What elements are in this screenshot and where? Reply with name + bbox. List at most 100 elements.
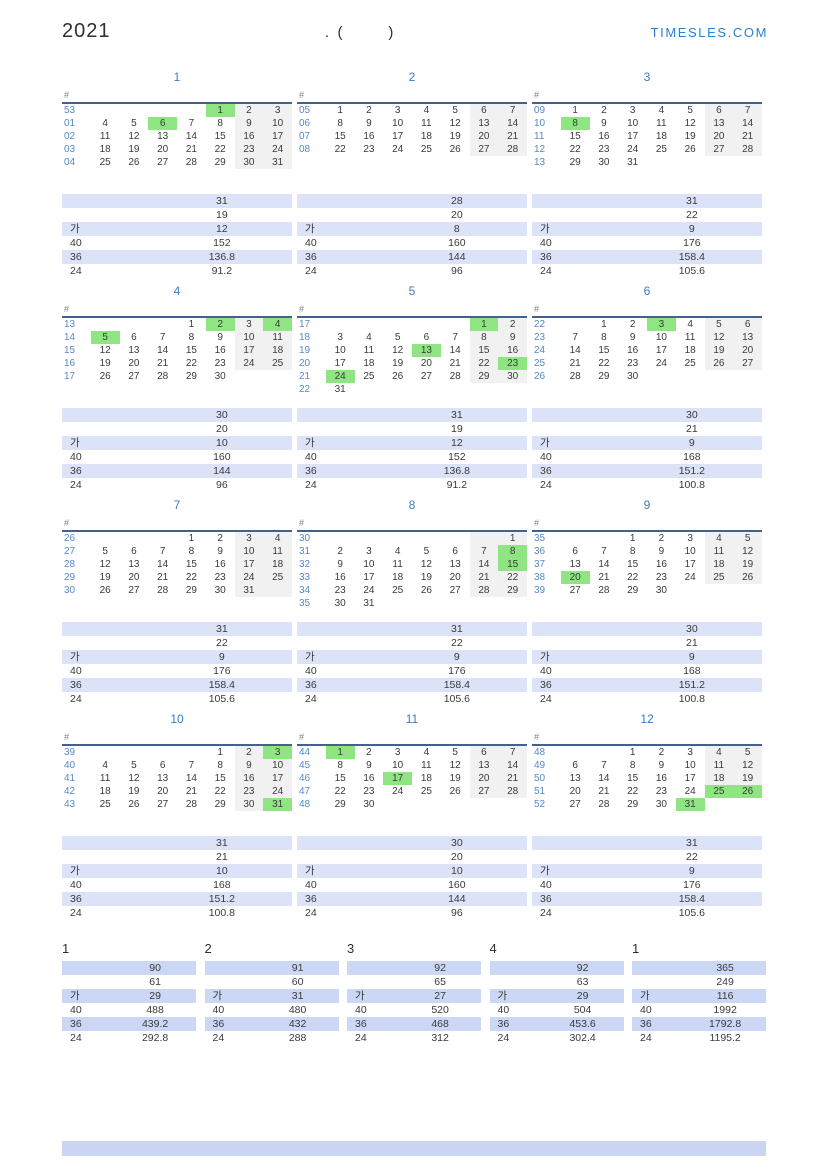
day-cell: 9 bbox=[217, 332, 223, 343]
day-cell: 13 bbox=[469, 117, 499, 130]
summary-row: 24 91.2 bbox=[297, 478, 527, 492]
summary-value: 488 bbox=[146, 1004, 164, 1016]
day-cell: 30 bbox=[234, 798, 264, 811]
week-row: 29 19 20 21 22 23 24 25 bbox=[62, 571, 292, 584]
summary-row: 36 158.4 bbox=[532, 250, 762, 264]
day-cell: 22 bbox=[627, 786, 639, 797]
day-cell bbox=[676, 156, 705, 169]
day-cell: 23 bbox=[655, 572, 667, 583]
month-summary: 31 22 가 9 40 176 36 158.4 24 105.6 bbox=[62, 622, 292, 706]
day-cell: 29 bbox=[469, 370, 499, 383]
summary-row: 31 bbox=[297, 408, 527, 422]
week-row: 53 1 2 3 bbox=[62, 103, 292, 117]
day-cell bbox=[470, 597, 499, 610]
week-number: 44 bbox=[299, 747, 311, 758]
day-cell bbox=[263, 584, 292, 597]
summary-value: 168 bbox=[683, 665, 701, 677]
day-cell bbox=[148, 745, 177, 759]
summary-value: 144 bbox=[448, 893, 466, 905]
summary-row: 92 bbox=[489, 961, 624, 975]
day-cell bbox=[705, 370, 734, 383]
summary-value: 12 bbox=[451, 437, 463, 449]
day-cell: 21 bbox=[498, 772, 527, 785]
summary-row: 19 bbox=[62, 208, 292, 222]
day-cell: 8 bbox=[469, 331, 499, 344]
day-cell: 10 bbox=[684, 760, 696, 771]
day-cell: 30 bbox=[334, 598, 346, 609]
summary-value: 30 bbox=[216, 409, 228, 421]
day-cell: 12 bbox=[733, 545, 762, 558]
week-row: 41 11 12 13 14 15 16 17 bbox=[62, 772, 292, 785]
summary-label: 40 bbox=[70, 1004, 82, 1016]
day-cell: 5 bbox=[90, 331, 120, 344]
week-row: 15 12 13 14 15 16 17 18 bbox=[62, 344, 292, 357]
summary-value: 468 bbox=[431, 1018, 449, 1030]
summary-row: 36 151.2 bbox=[62, 892, 292, 906]
week-number: 24 bbox=[534, 345, 546, 356]
day-cell: 29 bbox=[569, 157, 581, 168]
summary-row: 36 453.6 bbox=[489, 1017, 624, 1031]
day-cell: 17 bbox=[627, 131, 639, 142]
summary-label bbox=[62, 975, 118, 989]
summary-value: 176 bbox=[213, 665, 231, 677]
day-cell: 8 bbox=[337, 118, 343, 129]
day-cell: 2 bbox=[629, 319, 636, 330]
day-cell: 21 bbox=[449, 358, 461, 369]
summary-label: 24 bbox=[305, 479, 317, 491]
week-row: 49 6 7 8 9 10 11 12 bbox=[532, 759, 762, 772]
day-cell: 3 bbox=[337, 332, 343, 343]
summary-label: 24 bbox=[70, 693, 82, 705]
summary-row: 31 bbox=[62, 622, 292, 636]
summary-row: 28 bbox=[297, 194, 527, 208]
site-link[interactable]: TIMESLES.COM bbox=[650, 25, 768, 40]
summary-value: 160 bbox=[213, 451, 231, 463]
day-cell: 1 bbox=[601, 319, 607, 330]
summary-row: 24 105.6 bbox=[532, 264, 762, 278]
day-cell: 1 bbox=[337, 105, 343, 116]
day-cell bbox=[470, 383, 499, 396]
week-number: 50 bbox=[534, 773, 546, 784]
week-number: 17 bbox=[299, 319, 311, 330]
day-cell: 26 bbox=[128, 799, 140, 810]
day-cell: 5 bbox=[452, 105, 458, 116]
day-cell: 31 bbox=[675, 798, 705, 811]
summary-label bbox=[62, 850, 159, 864]
summary-label: 40 bbox=[70, 665, 82, 677]
day-cell: 6 bbox=[452, 546, 458, 557]
day-cell: 8 bbox=[560, 117, 590, 130]
day-cell: 23 bbox=[627, 358, 639, 369]
day-cell bbox=[590, 531, 619, 545]
day-cell bbox=[733, 156, 762, 169]
week-number: 05 bbox=[299, 105, 311, 116]
day-cell: 20 bbox=[420, 358, 432, 369]
day-cell: 17 bbox=[263, 130, 292, 143]
summary-label bbox=[532, 208, 629, 222]
quarter-summary: 92 63 가 29 40 504 36 453.6 24 302.4 bbox=[489, 961, 624, 1045]
summary-label bbox=[632, 961, 688, 975]
day-cell: 2 bbox=[366, 747, 372, 758]
summary-label: 24 bbox=[355, 1032, 367, 1044]
day-cell bbox=[148, 531, 177, 545]
day-cell: 17 bbox=[684, 559, 696, 570]
summary-value: 21 bbox=[686, 423, 698, 435]
summary-value: 96 bbox=[216, 479, 228, 491]
day-cell bbox=[441, 383, 470, 396]
summary-label: 36 bbox=[70, 679, 82, 691]
month-calendar: #53 1 2 3 01 4 5 6 7 8 9 10 02 11 12 13 14 15 16 17 03 18 19 20… bbox=[62, 89, 292, 169]
day-cell: 19 bbox=[420, 572, 432, 583]
summary-value: 158.4 bbox=[678, 893, 705, 905]
day-cell: 8 bbox=[217, 760, 223, 771]
day-cell: 16 bbox=[598, 131, 610, 142]
day-cell: 23 bbox=[214, 572, 226, 583]
day-cell: 3 bbox=[394, 105, 401, 116]
day-cell bbox=[676, 584, 705, 597]
summary-row: 가 27 bbox=[347, 989, 481, 1003]
calendar-header: # bbox=[62, 303, 292, 318]
week-row: 50 13 14 15 16 17 18 19 bbox=[532, 772, 762, 785]
week-col-header: # bbox=[297, 303, 527, 318]
summary-value: 520 bbox=[431, 1004, 449, 1016]
summary-label: 40 bbox=[70, 451, 82, 463]
summary-value: 20 bbox=[451, 209, 463, 221]
day-cell: 11 bbox=[421, 118, 432, 129]
day-cell: 18 bbox=[263, 344, 292, 357]
